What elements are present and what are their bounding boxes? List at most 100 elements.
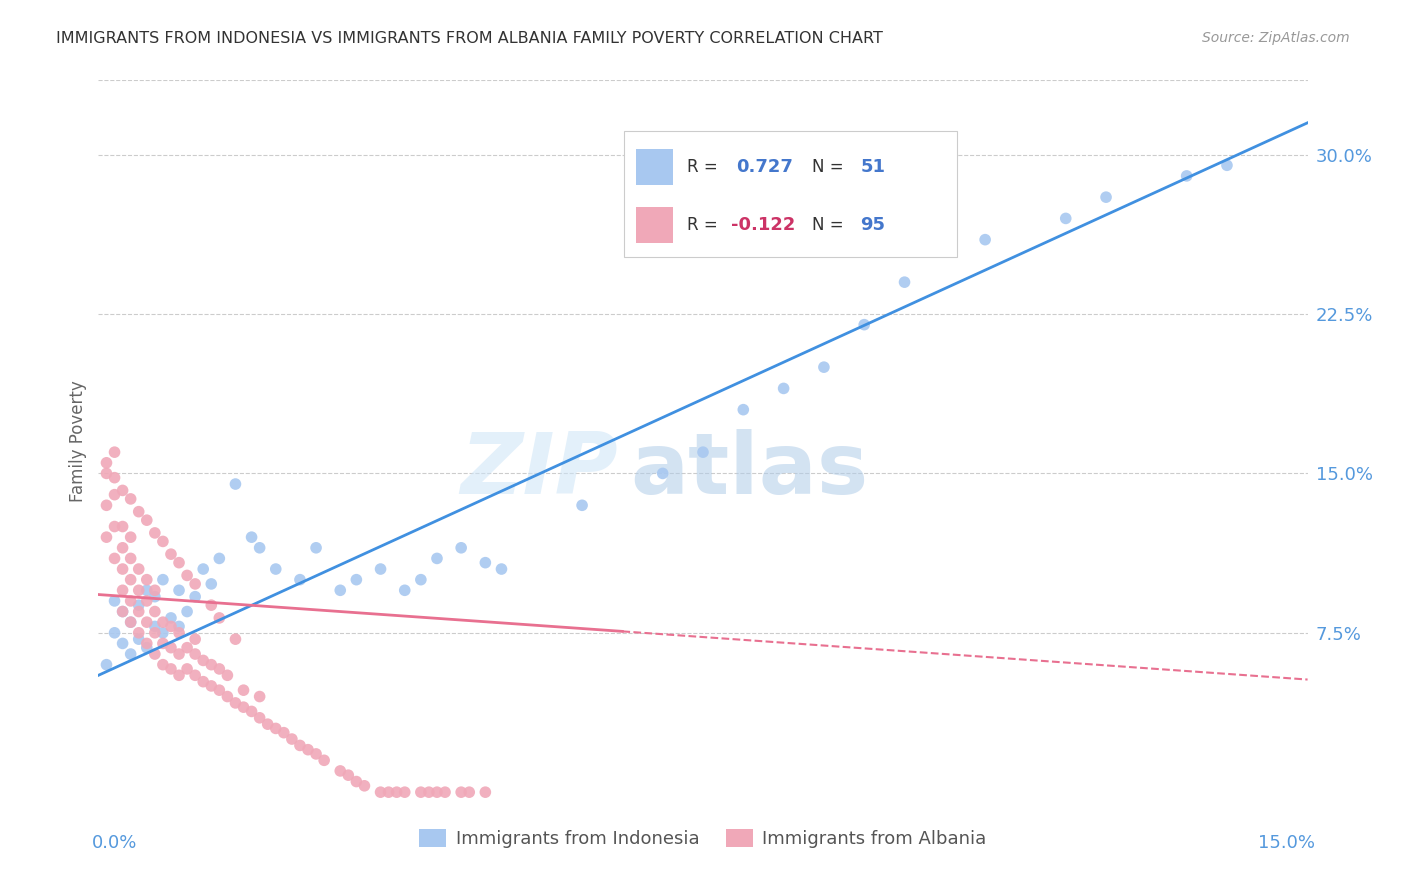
Point xyxy=(103,625,125,640)
Point xyxy=(370,785,392,799)
Point xyxy=(249,711,271,725)
Point xyxy=(450,785,472,799)
Point xyxy=(200,657,222,672)
Point xyxy=(176,640,198,655)
Point xyxy=(974,233,997,247)
Point xyxy=(256,717,278,731)
Point xyxy=(103,488,125,502)
Point xyxy=(128,625,150,640)
Point xyxy=(120,647,142,661)
Y-axis label: Family Poverty: Family Poverty xyxy=(69,381,87,502)
Text: Source: ZipAtlas.com: Source: ZipAtlas.com xyxy=(1202,31,1350,45)
Point xyxy=(208,662,231,676)
Point xyxy=(1216,158,1239,172)
Point xyxy=(96,530,118,544)
Point xyxy=(273,725,295,739)
Point xyxy=(167,668,190,682)
FancyBboxPatch shape xyxy=(624,131,957,257)
Point xyxy=(111,562,134,576)
Point xyxy=(120,615,142,630)
Point xyxy=(167,619,190,633)
Point xyxy=(111,636,134,650)
Point xyxy=(103,551,125,566)
Point xyxy=(200,679,222,693)
Point xyxy=(96,456,118,470)
Point xyxy=(184,577,207,591)
Point xyxy=(813,360,835,375)
Point xyxy=(224,632,246,647)
Point xyxy=(692,445,714,459)
Point xyxy=(167,647,190,661)
Text: N =: N = xyxy=(811,216,849,234)
Point xyxy=(232,700,254,714)
Point xyxy=(193,562,215,576)
Point xyxy=(232,683,254,698)
Point xyxy=(458,785,481,799)
Point xyxy=(193,674,215,689)
Point xyxy=(111,583,134,598)
Point xyxy=(344,573,367,587)
Point xyxy=(651,467,673,481)
Point xyxy=(329,764,352,778)
Point xyxy=(297,742,319,756)
Text: 0.727: 0.727 xyxy=(735,158,793,176)
Point xyxy=(167,625,190,640)
Point xyxy=(176,605,198,619)
Point xyxy=(111,605,134,619)
Text: R =: R = xyxy=(688,216,723,234)
Point xyxy=(120,594,142,608)
Point xyxy=(224,696,246,710)
Point xyxy=(353,779,375,793)
Point xyxy=(143,605,166,619)
Point xyxy=(264,722,287,736)
Point xyxy=(160,662,183,676)
Point xyxy=(152,657,174,672)
Point xyxy=(160,611,183,625)
Point xyxy=(120,573,142,587)
Point xyxy=(135,636,157,650)
Point xyxy=(893,275,915,289)
Point xyxy=(96,498,118,512)
Point xyxy=(120,530,142,544)
Point xyxy=(1095,190,1118,204)
Point xyxy=(474,785,496,799)
Point xyxy=(135,615,157,630)
Point xyxy=(288,573,311,587)
Point xyxy=(249,541,271,555)
Point xyxy=(217,668,239,682)
Point xyxy=(434,785,457,799)
Point xyxy=(143,647,166,661)
Point xyxy=(135,513,157,527)
Point xyxy=(160,619,183,633)
Point xyxy=(128,632,150,647)
Point xyxy=(103,471,125,485)
Point xyxy=(152,615,174,630)
Point xyxy=(128,598,150,612)
Point xyxy=(111,541,134,555)
Point xyxy=(184,647,207,661)
Point xyxy=(96,657,118,672)
Point xyxy=(103,594,125,608)
Point xyxy=(426,551,449,566)
FancyBboxPatch shape xyxy=(637,149,672,185)
Point xyxy=(1175,169,1198,183)
Point xyxy=(491,562,513,576)
Point xyxy=(128,605,150,619)
Text: 15.0%: 15.0% xyxy=(1257,834,1315,852)
Point xyxy=(103,445,125,459)
Point xyxy=(1054,211,1077,226)
Point xyxy=(314,753,336,767)
Point xyxy=(184,590,207,604)
Point xyxy=(208,551,231,566)
Point xyxy=(111,605,134,619)
Point xyxy=(344,774,367,789)
Point xyxy=(184,668,207,682)
Legend: Immigrants from Indonesia, Immigrants from Albania: Immigrants from Indonesia, Immigrants fr… xyxy=(412,822,994,855)
Point xyxy=(103,519,125,533)
Point xyxy=(418,785,440,799)
Point xyxy=(167,556,190,570)
Point xyxy=(111,519,134,533)
Point xyxy=(450,541,472,555)
Point xyxy=(135,573,157,587)
Point xyxy=(733,402,755,417)
